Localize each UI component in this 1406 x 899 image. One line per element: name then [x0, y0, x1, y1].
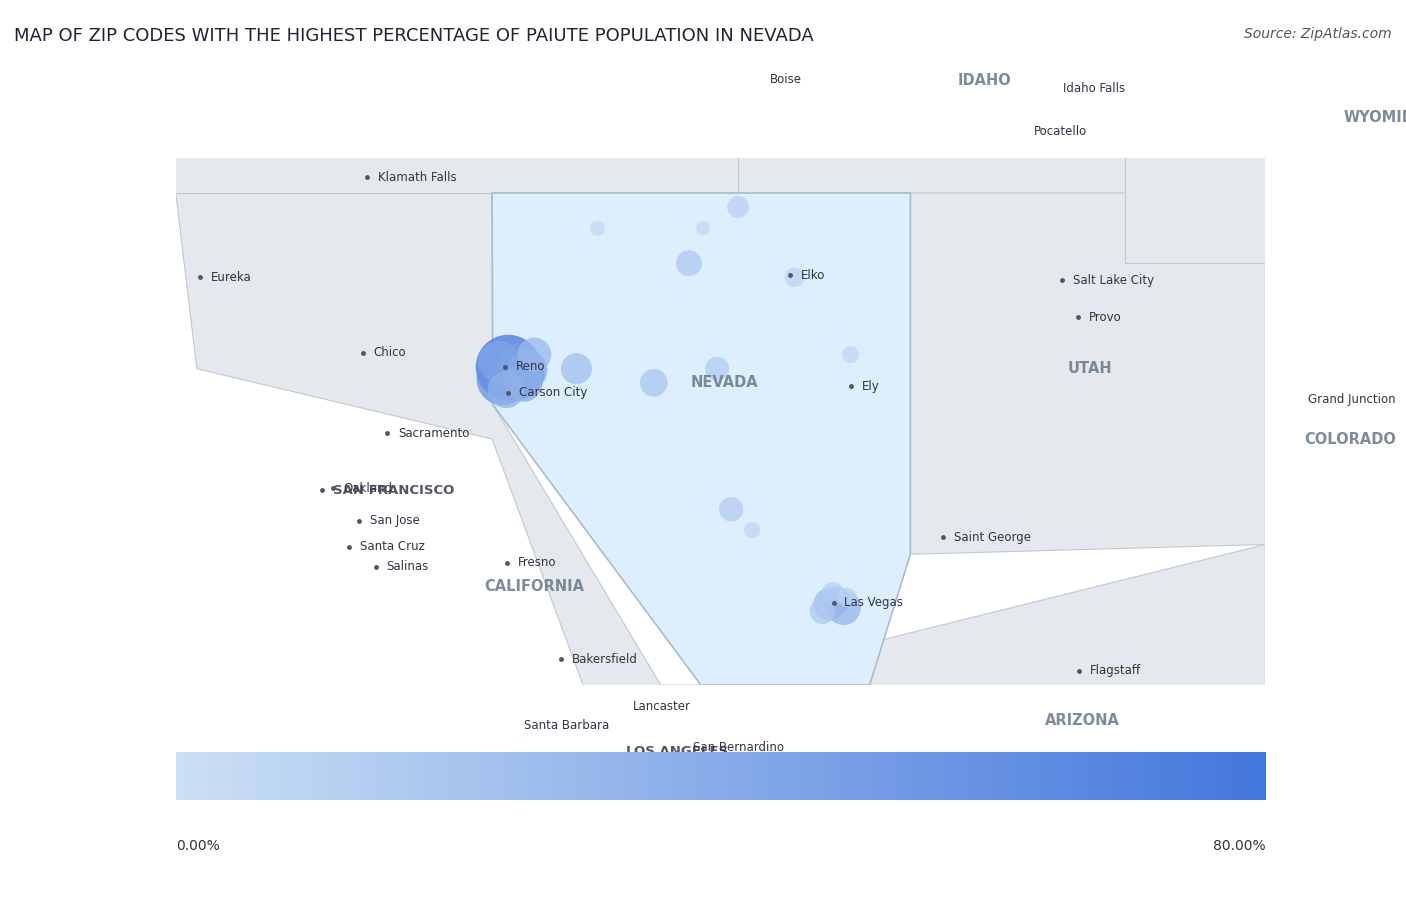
- Polygon shape: [169, 0, 738, 193]
- Text: Santa Cruz: Santa Cruz: [360, 540, 425, 553]
- Text: Oakland: Oakland: [343, 482, 392, 494]
- Point: [495, 383, 517, 397]
- Polygon shape: [1265, 545, 1406, 899]
- Point: [678, 256, 700, 271]
- Point: [706, 361, 728, 376]
- Polygon shape: [911, 193, 1265, 555]
- Text: Carson City: Carson City: [519, 386, 588, 399]
- Text: Salt Lake City: Salt Lake City: [1073, 273, 1154, 287]
- Text: Fresno: Fresno: [517, 556, 555, 569]
- Point: [509, 358, 531, 372]
- Text: Lancaster: Lancaster: [633, 699, 690, 713]
- Text: Source: ZipAtlas.com: Source: ZipAtlas.com: [1244, 27, 1392, 41]
- Text: San Jose: San Jose: [370, 514, 419, 527]
- Text: ARIZONA: ARIZONA: [1045, 713, 1121, 727]
- Point: [832, 601, 855, 615]
- Polygon shape: [738, 17, 1125, 193]
- Text: San Bernardino: San Bernardino: [693, 741, 785, 754]
- Point: [720, 503, 742, 517]
- Text: Bakersfield: Bakersfield: [572, 653, 637, 665]
- Text: SAN FRANCISCO: SAN FRANCISCO: [333, 484, 454, 497]
- Point: [523, 347, 546, 361]
- Text: Salinas: Salinas: [387, 560, 429, 574]
- Point: [513, 376, 536, 390]
- Point: [741, 523, 763, 538]
- Text: LOS ANGELES: LOS ANGELES: [627, 745, 728, 759]
- Text: Grand Junction: Grand Junction: [1308, 393, 1395, 406]
- Text: Santa Barbara: Santa Barbara: [524, 719, 609, 733]
- Polygon shape: [492, 193, 911, 685]
- Polygon shape: [1125, 0, 1406, 263]
- Text: Pocatello: Pocatello: [1033, 125, 1087, 138]
- Point: [492, 372, 515, 387]
- Text: Ely: Ely: [862, 379, 880, 393]
- Point: [643, 376, 665, 390]
- Text: Idaho Falls: Idaho Falls: [1063, 82, 1125, 94]
- Text: Provo: Provo: [1090, 311, 1122, 324]
- Point: [727, 200, 749, 214]
- Text: Reno: Reno: [516, 360, 546, 373]
- Point: [783, 270, 806, 284]
- Text: Flagstaff: Flagstaff: [1090, 664, 1140, 678]
- Text: IDAHO: IDAHO: [957, 73, 1011, 88]
- Point: [516, 363, 538, 378]
- Text: 80.00%: 80.00%: [1213, 839, 1265, 852]
- Point: [565, 361, 588, 376]
- Text: WYOMING: WYOMING: [1344, 110, 1406, 125]
- Text: Las Vegas: Las Vegas: [845, 596, 903, 610]
- Polygon shape: [1265, 263, 1406, 545]
- Point: [823, 586, 845, 601]
- Text: UTAH: UTAH: [1067, 361, 1112, 376]
- Point: [839, 347, 862, 361]
- Text: Chico: Chico: [374, 346, 406, 359]
- Point: [692, 221, 714, 236]
- Text: MAP OF ZIP CODES WITH THE HIGHEST PERCENTAGE OF PAIUTE POPULATION IN NEVADA: MAP OF ZIP CODES WITH THE HIGHEST PERCEN…: [14, 27, 814, 45]
- Polygon shape: [176, 193, 870, 861]
- Point: [506, 365, 529, 379]
- Point: [586, 221, 609, 236]
- Point: [818, 597, 841, 611]
- Text: NEVADA: NEVADA: [690, 375, 758, 390]
- Text: 0.00%: 0.00%: [176, 839, 219, 852]
- Point: [488, 354, 510, 369]
- Text: Sacramento: Sacramento: [398, 427, 470, 440]
- Text: CALIFORNIA: CALIFORNIA: [484, 579, 585, 594]
- Polygon shape: [702, 545, 1265, 899]
- Point: [837, 590, 859, 604]
- Text: Elko: Elko: [801, 269, 825, 281]
- Point: [825, 593, 848, 608]
- Text: Long Beach: Long Beach: [630, 765, 699, 778]
- Text: Klamath Falls: Klamath Falls: [378, 171, 456, 184]
- Text: COLORADO: COLORADO: [1303, 432, 1396, 447]
- Point: [498, 360, 520, 375]
- Text: Eureka: Eureka: [211, 271, 252, 284]
- Point: [811, 604, 834, 619]
- Point: [501, 370, 523, 385]
- Text: Saint George: Saint George: [955, 531, 1031, 544]
- Text: Boise: Boise: [770, 74, 801, 86]
